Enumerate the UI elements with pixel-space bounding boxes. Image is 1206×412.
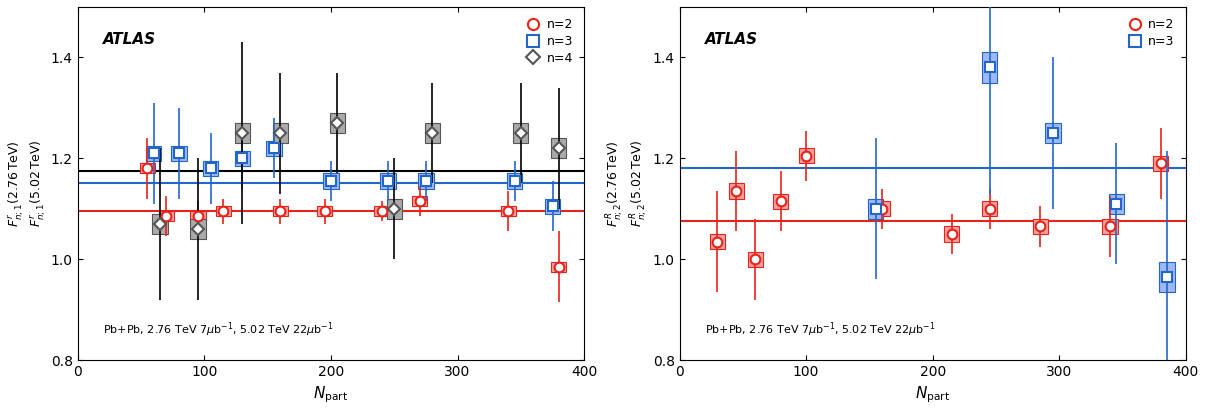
FancyBboxPatch shape bbox=[1153, 156, 1169, 171]
FancyBboxPatch shape bbox=[710, 234, 725, 249]
FancyBboxPatch shape bbox=[1159, 262, 1175, 292]
FancyBboxPatch shape bbox=[191, 219, 205, 239]
FancyBboxPatch shape bbox=[982, 52, 997, 83]
FancyBboxPatch shape bbox=[545, 199, 560, 214]
FancyBboxPatch shape bbox=[203, 161, 218, 176]
FancyBboxPatch shape bbox=[874, 201, 890, 216]
FancyBboxPatch shape bbox=[425, 123, 440, 143]
FancyBboxPatch shape bbox=[216, 206, 230, 216]
FancyBboxPatch shape bbox=[868, 199, 883, 219]
Text: Pb+Pb, 2.76 TeV 7$\mu$b$^{-1}$, 5.02 TeV 22$\mu$b$^{-1}$: Pb+Pb, 2.76 TeV 7$\mu$b$^{-1}$, 5.02 TeV… bbox=[704, 320, 936, 339]
X-axis label: $N_{\mathrm{part}}$: $N_{\mathrm{part}}$ bbox=[314, 384, 349, 405]
FancyBboxPatch shape bbox=[982, 201, 997, 216]
Text: ATLAS: ATLAS bbox=[704, 32, 757, 47]
FancyBboxPatch shape bbox=[418, 173, 433, 189]
Text: Pb+Pb, 2.76 TeV 7$\mu$b$^{-1}$, 5.02 TeV 22$\mu$b$^{-1}$: Pb+Pb, 2.76 TeV 7$\mu$b$^{-1}$, 5.02 TeV… bbox=[103, 320, 334, 339]
FancyBboxPatch shape bbox=[329, 113, 345, 133]
FancyBboxPatch shape bbox=[773, 194, 789, 209]
Legend: n=2, n=3, n=4: n=2, n=3, n=4 bbox=[520, 13, 578, 70]
FancyBboxPatch shape bbox=[380, 173, 396, 189]
FancyBboxPatch shape bbox=[1108, 194, 1124, 214]
FancyBboxPatch shape bbox=[235, 151, 250, 166]
FancyBboxPatch shape bbox=[267, 140, 281, 156]
FancyBboxPatch shape bbox=[323, 173, 339, 189]
FancyBboxPatch shape bbox=[146, 146, 162, 161]
FancyBboxPatch shape bbox=[152, 214, 168, 234]
FancyBboxPatch shape bbox=[387, 199, 402, 219]
Legend: n=2, n=3: n=2, n=3 bbox=[1122, 13, 1179, 53]
FancyBboxPatch shape bbox=[273, 206, 288, 216]
FancyBboxPatch shape bbox=[551, 138, 567, 158]
FancyBboxPatch shape bbox=[1102, 219, 1118, 234]
FancyBboxPatch shape bbox=[1046, 123, 1060, 143]
FancyBboxPatch shape bbox=[171, 146, 187, 161]
FancyBboxPatch shape bbox=[317, 206, 332, 216]
X-axis label: $N_{\mathrm{part}}$: $N_{\mathrm{part}}$ bbox=[915, 384, 950, 405]
FancyBboxPatch shape bbox=[514, 123, 528, 143]
FancyBboxPatch shape bbox=[235, 123, 250, 143]
FancyBboxPatch shape bbox=[551, 262, 567, 272]
FancyBboxPatch shape bbox=[798, 148, 814, 163]
FancyBboxPatch shape bbox=[191, 211, 205, 221]
FancyBboxPatch shape bbox=[507, 173, 522, 189]
Text: ATLAS: ATLAS bbox=[103, 32, 157, 47]
FancyBboxPatch shape bbox=[159, 211, 174, 221]
FancyBboxPatch shape bbox=[273, 123, 288, 143]
FancyBboxPatch shape bbox=[1032, 219, 1048, 234]
FancyBboxPatch shape bbox=[140, 163, 156, 173]
FancyBboxPatch shape bbox=[728, 183, 744, 199]
FancyBboxPatch shape bbox=[412, 196, 427, 206]
Y-axis label: $F^{r}_{n;1}(2.76\,\mathrm{TeV})$
$F^{r}_{n;1}(5.02\,\mathrm{TeV})$: $F^{r}_{n;1}(2.76\,\mathrm{TeV})$ $F^{r}… bbox=[7, 140, 48, 227]
FancyBboxPatch shape bbox=[374, 206, 390, 216]
FancyBboxPatch shape bbox=[944, 226, 959, 241]
FancyBboxPatch shape bbox=[500, 206, 516, 216]
FancyBboxPatch shape bbox=[748, 252, 763, 267]
Y-axis label: $F^{R}_{n;2}(2.76\,\mathrm{TeV})$
$F^{R}_{n;2}(5.02\,\mathrm{TeV})$: $F^{R}_{n;2}(2.76\,\mathrm{TeV})$ $F^{R}… bbox=[604, 140, 650, 227]
